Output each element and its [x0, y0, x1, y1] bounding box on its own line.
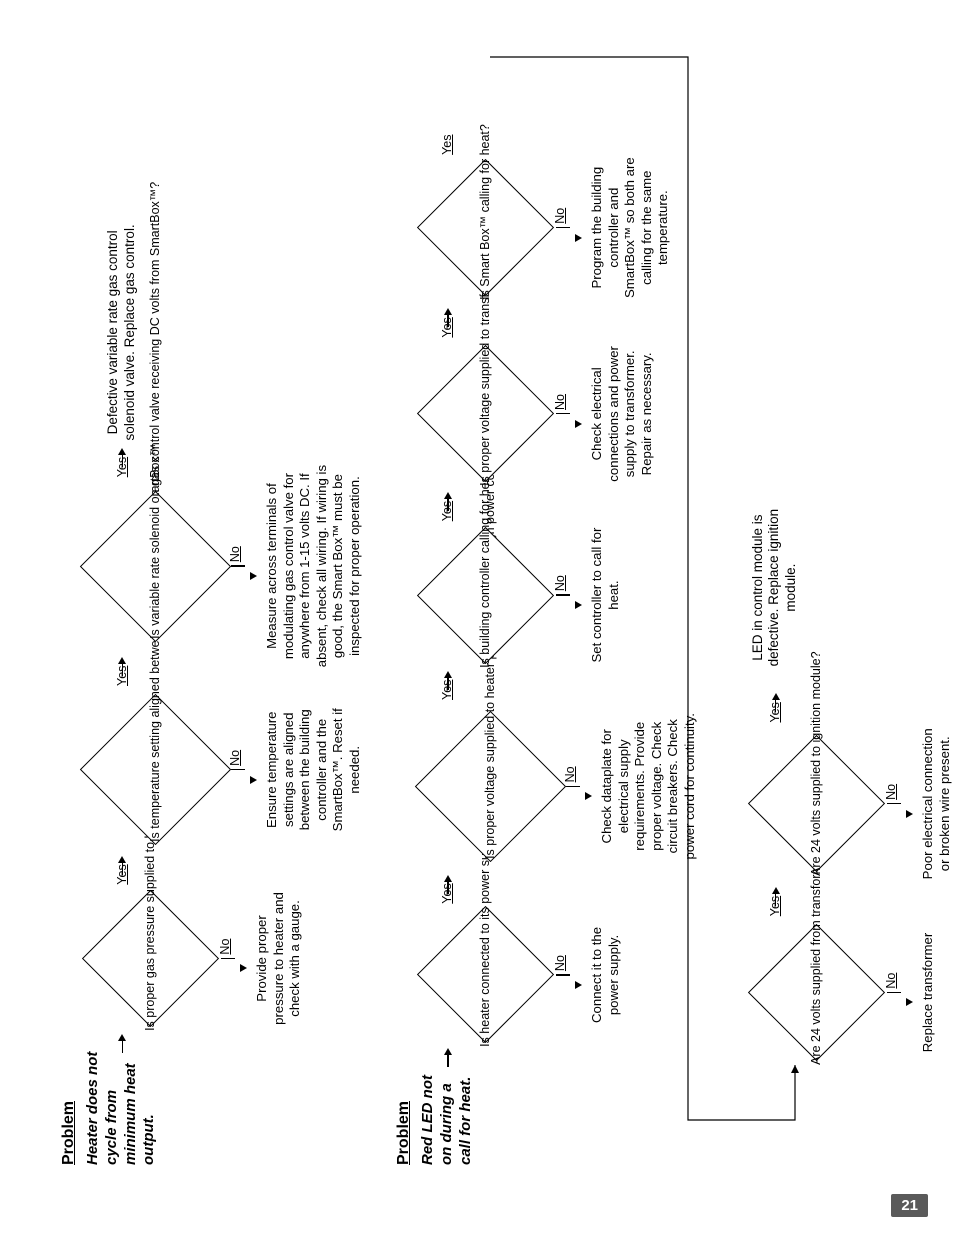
- no-label: No: [884, 973, 898, 989]
- s2-r2-d1-no: Replace transformer: [920, 920, 937, 1065]
- page-number: 21: [891, 1194, 928, 1217]
- no-label: No: [884, 784, 898, 800]
- s2-r2-d2-no: Poor electrical connection or broken wir…: [920, 726, 954, 881]
